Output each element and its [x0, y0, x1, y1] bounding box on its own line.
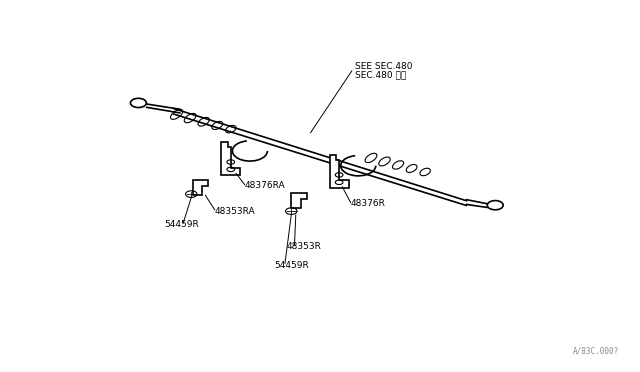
Ellipse shape: [131, 98, 147, 108]
Text: A/83C.000?: A/83C.000?: [573, 347, 620, 356]
Text: 54459R: 54459R: [274, 261, 309, 270]
Ellipse shape: [487, 201, 503, 210]
Polygon shape: [193, 180, 209, 195]
Text: 48353R: 48353R: [287, 243, 322, 251]
Text: SEC.480 参図: SEC.480 参図: [355, 71, 406, 80]
Text: 48353RA: 48353RA: [215, 206, 255, 216]
Text: SEE SEC.480: SEE SEC.480: [355, 61, 413, 71]
Polygon shape: [330, 155, 349, 188]
Text: 48376RA: 48376RA: [245, 182, 285, 190]
Polygon shape: [291, 193, 307, 208]
Text: 54459R: 54459R: [164, 220, 198, 229]
Polygon shape: [221, 142, 241, 175]
Text: 48376R: 48376R: [351, 199, 385, 208]
